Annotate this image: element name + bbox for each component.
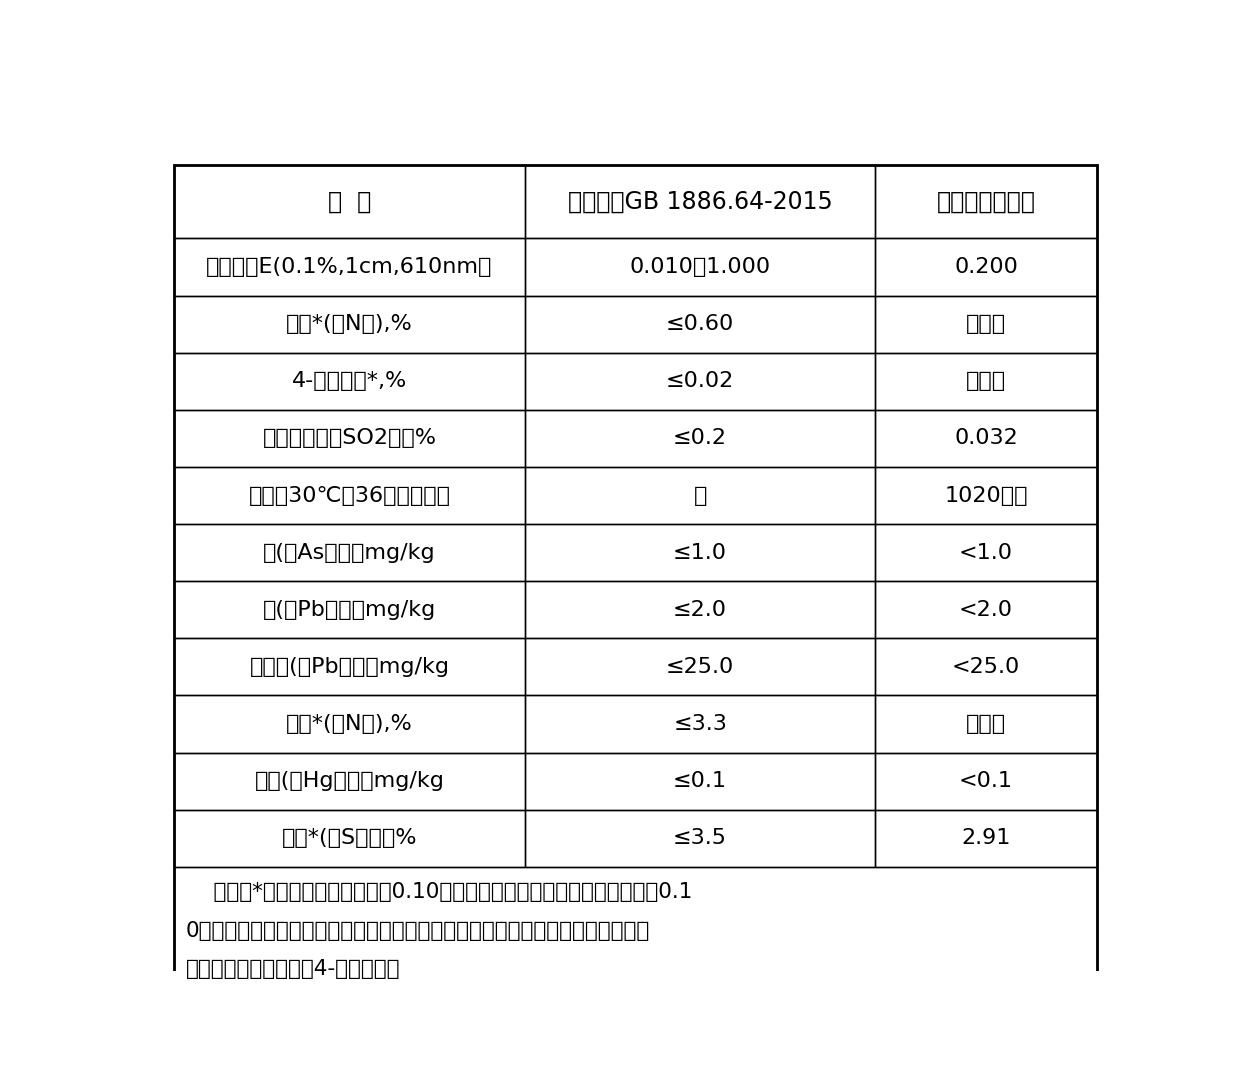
Text: 总硫*(以S计），%: 总硫*(以S计），% (281, 828, 417, 849)
Bar (174, 753, 525, 810)
Text: 总氮*(以N计),%: 总氮*(以N计),% (286, 714, 413, 734)
Bar (525, 753, 875, 810)
Text: 0时，须将各有关指标测定结果进行折算后，再与本表比较、判定）；普通法生产: 0时，须将各有关指标测定结果进行折算后，再与本表比较、判定）；普通法生产 (186, 921, 650, 940)
Bar (525, 810, 875, 867)
Bar (875, 524, 1096, 582)
Bar (174, 410, 525, 467)
Text: ≤0.1: ≤0.1 (673, 771, 727, 791)
Text: 重金属(以Pb计），mg/kg: 重金属(以Pb计），mg/kg (249, 657, 450, 676)
Bar (525, 296, 875, 352)
Bar (174, 165, 525, 239)
Bar (174, 810, 525, 867)
Bar (525, 165, 875, 239)
Text: 注：带*项目的指标是吸光度为0.10个吸收单位时的指标值（当色度不等于0.1: 注：带*项目的指标是吸光度为0.10个吸收单位时的指标值（当色度不等于0.1 (186, 882, 692, 902)
Text: 项  目: 项 目 (327, 190, 371, 214)
Bar (174, 524, 525, 582)
Text: 未检出: 未检出 (966, 371, 1006, 392)
Bar (174, 582, 525, 638)
Text: ≤0.60: ≤0.60 (666, 314, 734, 334)
Bar (875, 467, 1096, 524)
Text: 二氧化硫（以SO2计）%: 二氧化硫（以SO2计）% (263, 429, 436, 448)
Text: 吸光度，E(0.1%,1cm,610nm）: 吸光度，E(0.1%,1cm,610nm） (206, 257, 492, 277)
Text: 未检出: 未检出 (966, 714, 1006, 734)
Text: <2.0: <2.0 (959, 600, 1013, 620)
Text: 0.200: 0.200 (954, 257, 1018, 277)
Text: 粘度（30℃、36波美）厘泊: 粘度（30℃、36波美）厘泊 (248, 485, 450, 505)
Bar (174, 638, 525, 695)
Text: <0.1: <0.1 (959, 771, 1013, 791)
Text: 新工艺实际指标: 新工艺实际指标 (936, 190, 1035, 214)
Bar (174, 467, 525, 524)
Bar (174, 239, 525, 296)
Bar (875, 165, 1096, 239)
Bar (525, 239, 875, 296)
Bar (875, 753, 1096, 810)
Bar (525, 467, 875, 524)
Text: 0.010～1.000: 0.010～1.000 (630, 257, 770, 277)
Bar (174, 867, 1096, 1014)
Text: ≤3.3: ≤3.3 (673, 714, 727, 734)
Text: 总汞(以Hg计），mg/kg: 总汞(以Hg计），mg/kg (254, 771, 444, 791)
Text: 铅(以Pb计），mg/kg: 铅(以Pb计），mg/kg (263, 600, 436, 620)
Bar (875, 410, 1096, 467)
Bar (525, 695, 875, 753)
Text: 的焦糖色不检测氨氮和4-甲基咪唑。: 的焦糖色不检测氨氮和4-甲基咪唑。 (186, 959, 401, 980)
Text: ≤3.5: ≤3.5 (673, 828, 727, 849)
Bar (174, 352, 525, 410)
Text: ≤25.0: ≤25.0 (666, 657, 734, 676)
Text: ≤0.2: ≤0.2 (673, 429, 727, 448)
Bar (174, 296, 525, 352)
Text: ≤0.02: ≤0.02 (666, 371, 734, 392)
Bar (875, 296, 1096, 352)
Bar (174, 695, 525, 753)
Bar (525, 582, 875, 638)
Text: ≤2.0: ≤2.0 (673, 600, 727, 620)
Bar (525, 352, 875, 410)
Text: 2.91: 2.91 (961, 828, 1011, 849)
Bar (525, 638, 875, 695)
Text: 未检出: 未检出 (966, 314, 1006, 334)
Text: 无: 无 (693, 485, 707, 505)
Bar (875, 239, 1096, 296)
Text: <25.0: <25.0 (952, 657, 1021, 676)
Text: 0.032: 0.032 (955, 429, 1018, 448)
Bar (875, 638, 1096, 695)
Text: 砷(以As计），mg/kg: 砷(以As计），mg/kg (263, 542, 435, 563)
Text: 国标要求GB 1886.64-2015: 国标要求GB 1886.64-2015 (568, 190, 832, 214)
Text: 4-甲基咪唑*,%: 4-甲基咪唑*,% (291, 371, 407, 392)
Bar (525, 410, 875, 467)
Bar (875, 695, 1096, 753)
Text: ≤1.0: ≤1.0 (673, 542, 727, 563)
Text: 氨氮*(以N计),%: 氨氮*(以N计),% (286, 314, 413, 334)
Text: 1020厘泊: 1020厘泊 (945, 485, 1028, 505)
Bar (525, 524, 875, 582)
Bar (875, 582, 1096, 638)
Bar (875, 352, 1096, 410)
Bar (875, 810, 1096, 867)
Text: <1.0: <1.0 (959, 542, 1013, 563)
